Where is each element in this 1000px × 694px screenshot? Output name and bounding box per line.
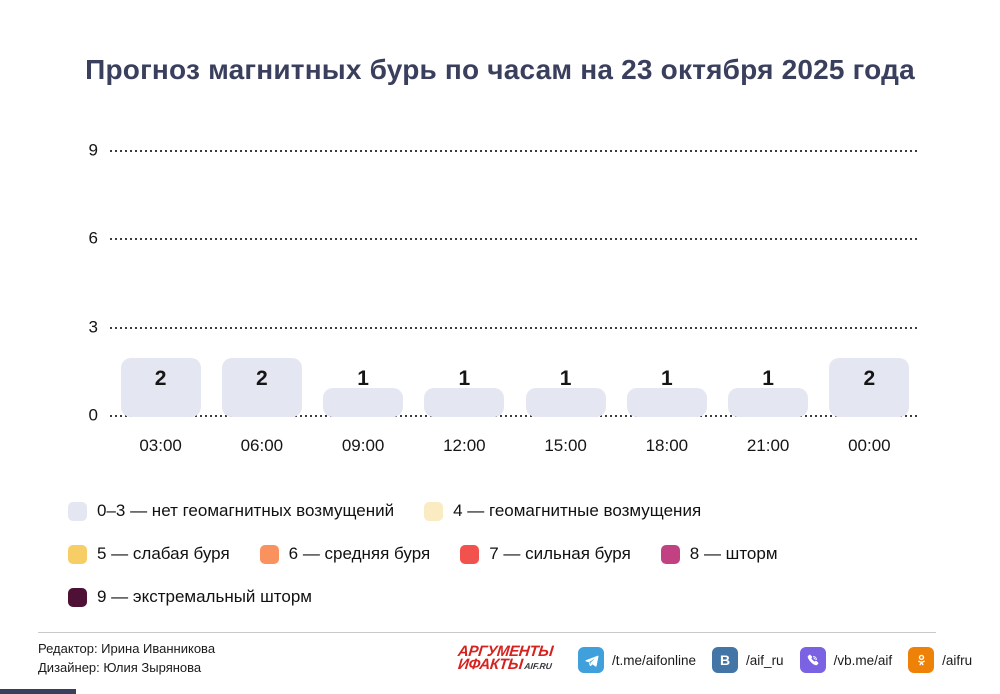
bar-column-15:00: 1 15:00 (515, 151, 616, 455)
legend-swatch (68, 501, 87, 521)
legend-label: 9 — экстремальный шторм (97, 587, 312, 606)
y-tick-label-6: 6 (88, 228, 98, 248)
y-tick-label-0: 0 (88, 405, 98, 425)
legend-item: 6 — средняя буря (259, 544, 431, 564)
legend-label: 5 — слабая буря (97, 544, 230, 563)
legend-item: 0–3 — нет геомагнитных возмущений (68, 501, 394, 521)
bar-value-label: 1 (559, 367, 572, 390)
plot-area: 2 03:00 2 06:00 1 09:00 1 12:00 1 15:00 1 18:00 1 21:… (89, 141, 920, 455)
social-handle[interactable]: /aif_ru (746, 652, 784, 668)
bar-15:00 (525, 387, 606, 417)
aif-logo-url: AIF.RU (523, 661, 553, 671)
y-tick-label-9: 9 (88, 140, 98, 160)
credits: Редактор: Ирина Иванникова Дизайнер: Юли… (38, 639, 215, 677)
bar-value-label: 2 (256, 367, 268, 390)
social-handle[interactable]: /vb.me/aif (833, 652, 893, 668)
telegram-icon[interactable] (578, 647, 604, 673)
legend-label: 7 — сильная буря (489, 544, 631, 563)
legend-row-2: 5 — слабая буря 6 — средняя буря 7 — сильн… (68, 544, 778, 564)
x-tick-label: 09:00 (341, 436, 385, 455)
bar-value-label: 1 (458, 367, 471, 390)
ok-icon[interactable] (908, 647, 935, 673)
bar-value-label: 2 (863, 367, 876, 390)
bar-21:00 (728, 387, 809, 417)
legend-item: 5 — слабая буря (68, 544, 230, 564)
bars-container: 2 03:00 2 06:00 1 09:00 1 12:00 1 15:00 1 18:00 1 21:… (110, 151, 920, 455)
bar-18:00 (626, 387, 707, 417)
bar-column-21:00: 1 21:00 (718, 151, 819, 455)
page-title: Прогноз магнитных бурь по часам на 23 ок… (85, 54, 915, 85)
viber-icon[interactable] (799, 647, 826, 673)
legend-label: 0–3 — нет геомагнитных возмущений (97, 501, 395, 520)
footer-divider (38, 632, 936, 633)
x-tick-label: 00:00 (848, 436, 891, 455)
bar-12:00 (424, 387, 505, 417)
bar-column-09:00: 1 09:00 (313, 151, 414, 455)
bar-00:00 (829, 358, 910, 417)
bar-column-06:00: 2 06:00 (211, 151, 312, 455)
legend-swatch (68, 544, 87, 564)
legend-row-1: 0–3 — нет геомагнитных возмущений 4 — гео… (68, 501, 778, 521)
aif-logo-line2: ИФАКТЫ (457, 656, 524, 673)
social-link[interactable]: /aifru (908, 647, 972, 673)
bar-column-12:00: 1 12:00 (414, 151, 515, 455)
gridline-3 (110, 326, 920, 329)
bar-value-label: 1 (357, 367, 369, 390)
social-link[interactable]: /vb.me/aif (799, 647, 893, 673)
legend-swatch (259, 544, 279, 564)
legend-swatch (68, 587, 87, 607)
legend-swatch (660, 544, 680, 564)
designer-credit: Дизайнер: Юлия Зырянова (38, 660, 202, 675)
bar-09:00 (323, 387, 404, 417)
legend: 0–3 — нет геомагнитных возмущений 4 — гео… (68, 501, 778, 607)
bar-value-label: 1 (661, 367, 673, 390)
x-tick-label: 12:00 (443, 436, 486, 455)
social-link[interactable]: /t.me/aifonline (578, 647, 696, 673)
editor-credit: Редактор: Ирина Иванникова (38, 641, 216, 656)
legend-label: 4 — геомагнитные возмущения (453, 501, 702, 520)
bar-column-18:00: 1 18:00 (616, 151, 717, 455)
vk-icon[interactable]: В (712, 647, 739, 673)
x-tick-label: 03:00 (139, 436, 182, 455)
bar-03:00 (120, 358, 201, 417)
corner-brand-bar (0, 689, 76, 694)
legend-item: 8 — шторм (660, 544, 778, 564)
social-link[interactable]: В/aif_ru (712, 647, 784, 673)
legend-item: 4 — геомагнитные возмущения (424, 501, 701, 521)
legend-item: 9 — экстремальный шторм (68, 587, 312, 607)
x-tick-label: 21:00 (746, 436, 790, 455)
legend-label: 6 — средняя буря (288, 544, 431, 563)
bar-column-03:00: 2 03:00 (110, 151, 211, 455)
legend-row-3: 9 — экстремальный шторм (68, 587, 778, 607)
legend-item: 7 — сильная буря (460, 544, 631, 564)
social-handle[interactable]: /t.me/aifonline (612, 652, 697, 668)
x-tick-label: 06:00 (240, 436, 284, 455)
gridline-9 (110, 150, 920, 152)
y-tick-label-3: 3 (88, 317, 98, 337)
legend-swatch (460, 544, 480, 564)
bar-column-00:00: 2 00:00 (819, 151, 920, 455)
x-tick-label: 15:00 (544, 436, 587, 455)
legend-swatch (424, 501, 444, 521)
social-handle[interactable]: /aifru (942, 652, 973, 668)
x-tick-label: 18:00 (645, 436, 689, 455)
bar-value-label: 2 (154, 367, 167, 390)
legend-label: 8 — шторм (689, 544, 778, 563)
aif-logo: АРГУМЕНТЫ ИФАКТЫ AIF.RU (457, 643, 554, 673)
gridline-6 (110, 238, 920, 241)
bar-value-label: 1 (762, 367, 774, 390)
bar-06:00 (221, 358, 302, 417)
social-links: /t.me/aifonline В/aif_ru/vb.me/aif/aifru (578, 647, 972, 673)
gridline-0 (110, 415, 920, 417)
